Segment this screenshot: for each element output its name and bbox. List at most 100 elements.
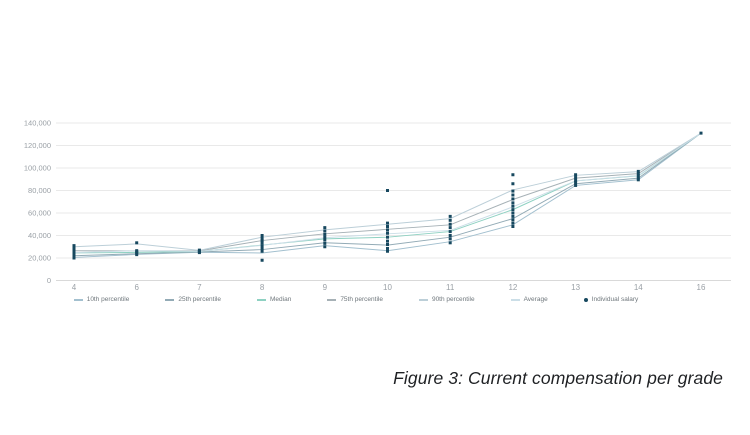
series-line-median — [73, 132, 702, 254]
data-point — [448, 218, 452, 222]
data-point — [574, 181, 578, 185]
data-point — [511, 182, 515, 186]
data-point — [260, 244, 264, 248]
legend-label: 10th percentile — [86, 296, 130, 303]
data-point — [386, 231, 389, 235]
data-point — [260, 239, 264, 243]
data-point — [511, 173, 515, 177]
data-point — [323, 238, 327, 242]
figure-caption: Figure 3: Current compensation per grade — [393, 368, 723, 388]
legend-line-marker — [418, 298, 428, 301]
y-axis-tick-label: 100,000 — [24, 164, 51, 173]
legend-label: Average — [523, 296, 548, 303]
data-point — [386, 189, 389, 192]
data-point — [448, 226, 452, 230]
data-point — [197, 251, 201, 255]
data-point — [448, 230, 452, 234]
legend-label: 75th percentile — [340, 296, 383, 303]
legend-item: 90th percentile — [418, 296, 475, 303]
data-point — [511, 204, 515, 208]
data-point — [511, 189, 515, 193]
legend-item: Median — [256, 296, 292, 303]
x-axis-tick-label: 6 — [134, 283, 139, 292]
data-point — [511, 214, 515, 218]
y-axis-tick-label: 60,000 — [28, 209, 51, 218]
x-axis-tick-label: 16 — [697, 283, 706, 292]
data-point — [386, 221, 389, 225]
compensation-chart: 0 20,000 40,000 60,000 80,000 100,000 120,000 1… — [24, 119, 731, 292]
data-point — [72, 256, 76, 260]
data-point — [511, 201, 515, 205]
data-point — [448, 234, 452, 237]
data-point — [511, 218, 515, 222]
data-point — [323, 241, 327, 245]
data-point — [448, 237, 452, 241]
data-point — [574, 173, 578, 177]
legend-item: 75th percentile — [327, 296, 383, 303]
data-point — [511, 225, 515, 228]
legend-line-marker — [327, 298, 337, 301]
data-point — [386, 243, 389, 246]
data-point — [574, 183, 578, 187]
x-axis-tick-label: 13 — [571, 283, 580, 292]
legend-label: 90th percentile — [431, 296, 475, 303]
data-point — [72, 249, 76, 253]
data-point — [636, 169, 640, 173]
data-point — [386, 235, 389, 239]
data-point — [72, 250, 76, 254]
data-point — [72, 252, 76, 256]
y-axis-tick-label: 40,000 — [28, 231, 51, 240]
data-point — [636, 178, 640, 182]
data-point — [260, 246, 264, 250]
x-axis-tick-label: 14 — [634, 283, 643, 292]
data-point — [260, 241, 264, 245]
data-point — [511, 208, 515, 212]
data-point — [699, 131, 703, 135]
data-point — [323, 232, 327, 236]
data-point — [323, 235, 327, 239]
data-point — [72, 246, 76, 250]
legend-line-marker — [510, 298, 520, 301]
data-point — [135, 251, 139, 255]
x-axis-tick-label: 10 — [383, 283, 392, 292]
data-point — [511, 211, 515, 215]
chart-legend: 10th percentile 25th percentile Median 75th… — [0, 296, 712, 303]
data-point — [511, 197, 515, 201]
legend-dot-marker — [583, 297, 588, 302]
data-point — [448, 214, 452, 218]
data-point — [323, 245, 327, 249]
legend-item: Individual salary — [583, 296, 638, 303]
data-point — [72, 254, 76, 258]
y-axis-tick-label: 120,000 — [24, 141, 51, 150]
data-point — [636, 174, 640, 178]
data-point — [323, 229, 327, 233]
x-axis-tick-label: 7 — [197, 283, 202, 292]
data-point — [448, 222, 452, 226]
legend-line-marker — [73, 298, 83, 301]
data-point — [72, 244, 76, 248]
data-point — [636, 172, 640, 176]
legend-line-marker — [165, 298, 175, 301]
data-point — [260, 236, 264, 240]
x-axis-tick-label: 8 — [260, 283, 265, 292]
data-point — [511, 193, 515, 197]
y-axis-tick-label: 140,000 — [24, 119, 51, 128]
data-point — [260, 249, 264, 253]
data-point — [574, 176, 578, 180]
legend-label: Median — [269, 296, 292, 303]
data-point — [323, 226, 327, 230]
x-axis-tick-label: 4 — [72, 283, 77, 292]
data-point — [135, 241, 139, 245]
data-point — [386, 228, 389, 232]
data-point — [386, 225, 389, 228]
y-axis-tick-label: 0 — [47, 276, 51, 285]
legend-item: 25th percentile — [165, 296, 221, 303]
data-point — [386, 239, 389, 243]
x-axis-tick-label: 9 — [323, 283, 328, 292]
data-point — [260, 258, 264, 262]
data-point — [448, 241, 452, 245]
legend-item: Average — [510, 296, 548, 303]
legend-line-marker — [256, 298, 266, 301]
data-point — [260, 234, 264, 237]
